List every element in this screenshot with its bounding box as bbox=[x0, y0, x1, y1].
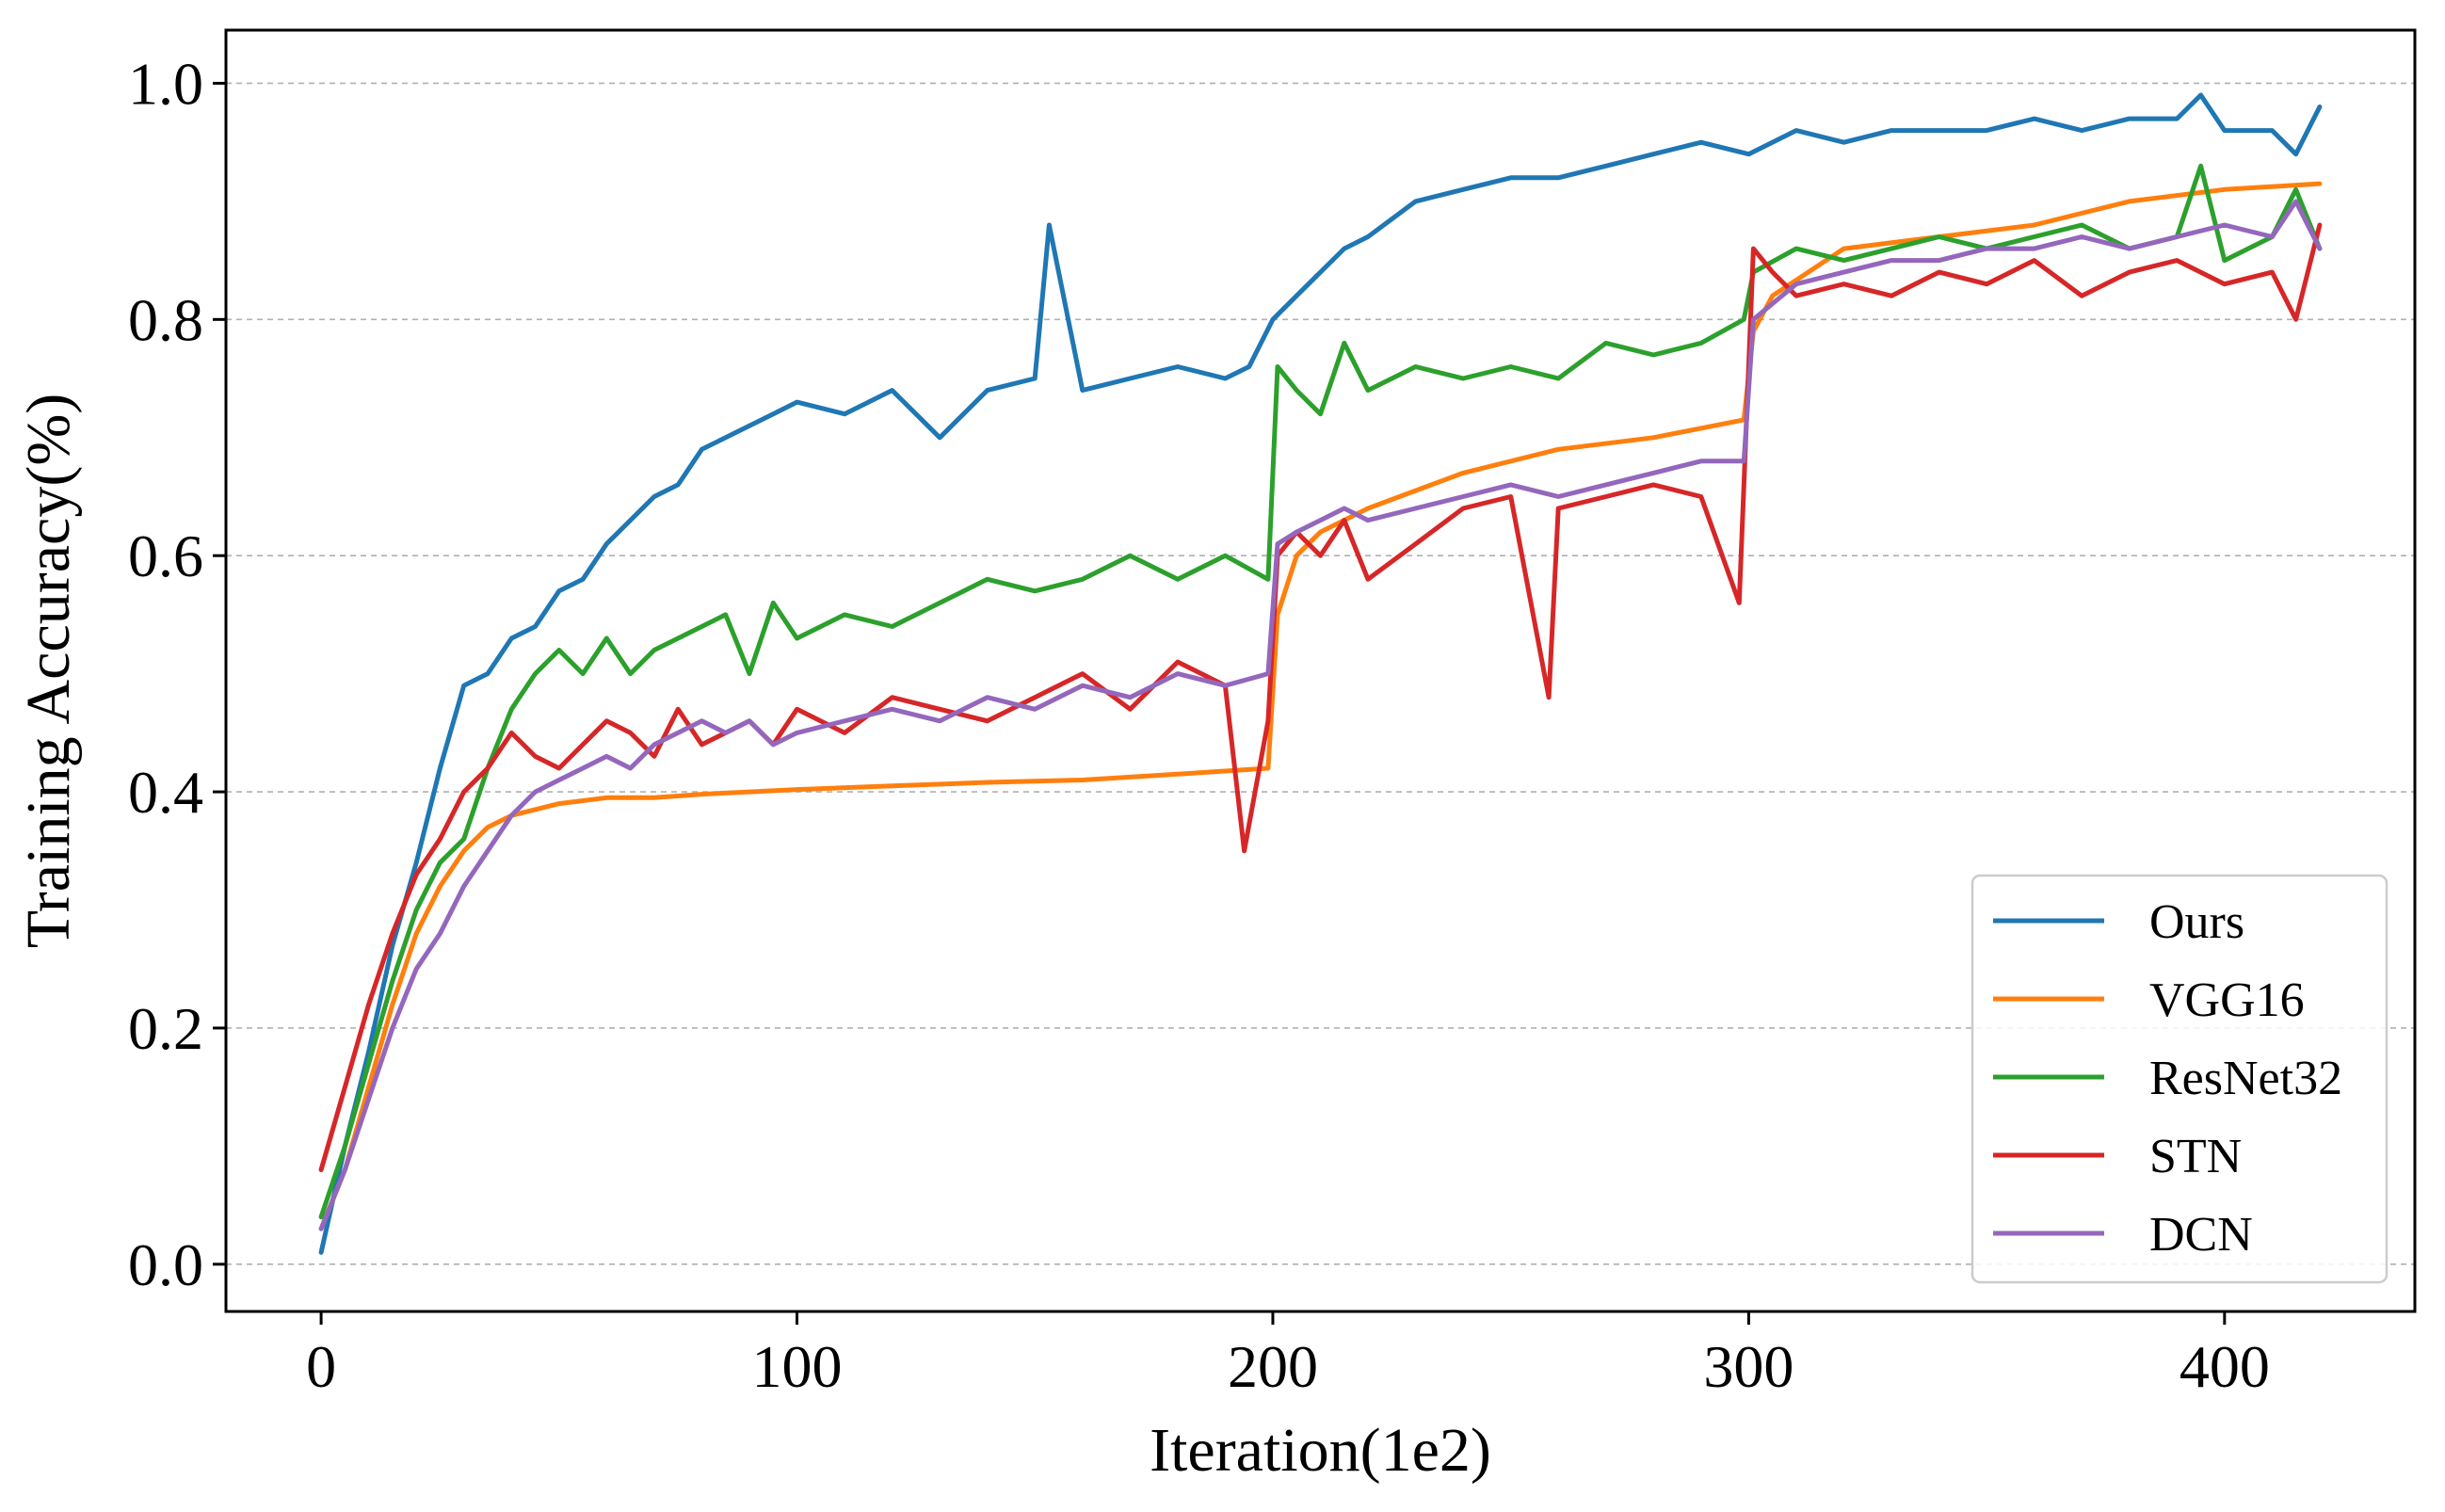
series-line-dcn bbox=[318, 199, 2323, 1231]
x-tick-label: 200 bbox=[1228, 1333, 1318, 1400]
y-axis: 0.0 0.2 0.4 0.6 0.8 1.0 bbox=[128, 50, 226, 1298]
plot-frame bbox=[224, 28, 2417, 1313]
y-tick-label: 0.2 bbox=[128, 995, 203, 1062]
x-axis-title: Iteration(1e2) bbox=[1150, 1416, 1491, 1485]
y-tick-label: 0.6 bbox=[128, 523, 203, 589]
y-axis-title: Training Accuracy(%) bbox=[14, 394, 83, 949]
y-tick-label: 0.0 bbox=[128, 1231, 203, 1298]
series-line-stn bbox=[318, 222, 2323, 1172]
series-line-ours bbox=[318, 92, 2323, 1255]
x-tick-label: 0 bbox=[306, 1333, 336, 1400]
y-tick-label: 0.8 bbox=[128, 286, 203, 353]
x-tick-label: 300 bbox=[1703, 1333, 1794, 1400]
legend: Ours VGG16 ResNet32 STN DCN bbox=[1970, 874, 2389, 1284]
x-axis: 0 100 200 300 400 bbox=[306, 1311, 2270, 1400]
legend-label-dcn: DCN bbox=[2149, 1208, 2253, 1262]
series-line-vgg16 bbox=[318, 181, 2323, 1231]
series-layer bbox=[318, 92, 2323, 1255]
legend-box bbox=[1970, 874, 2389, 1284]
legend-label-ours: Ours bbox=[2149, 895, 2244, 949]
x-tick-label: 100 bbox=[752, 1333, 843, 1400]
y-tick-label: 0.4 bbox=[128, 759, 203, 826]
legend-label-vgg16: VGG16 bbox=[2149, 973, 2305, 1027]
series-line-resnet32 bbox=[318, 163, 2323, 1220]
legend-label-stn: STN bbox=[2149, 1130, 2242, 1183]
y-tick-label: 1.0 bbox=[128, 50, 203, 117]
x-tick-label: 400 bbox=[2180, 1333, 2270, 1400]
legend-label-resnet32: ResNet32 bbox=[2149, 1052, 2342, 1105]
